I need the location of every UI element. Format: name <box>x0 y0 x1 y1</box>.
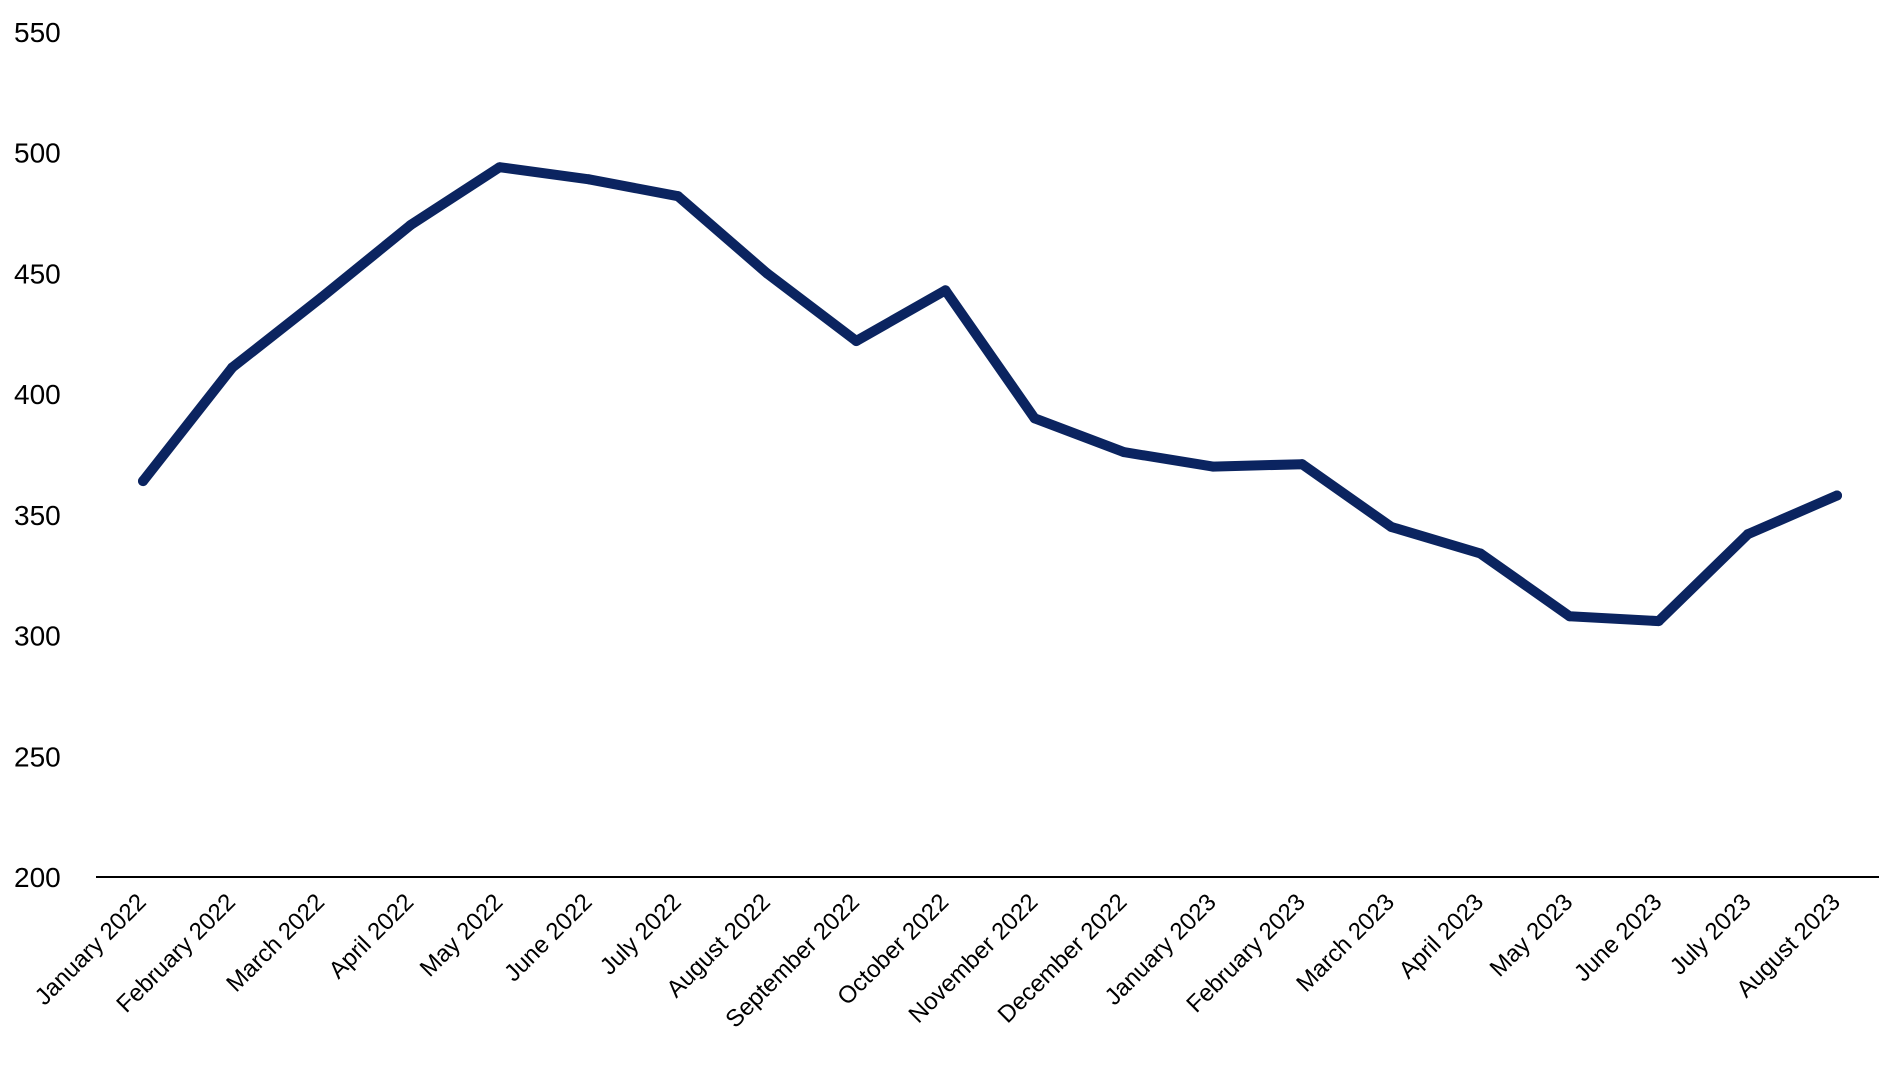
data-point-17 <box>1564 611 1575 622</box>
x-tick-label: June 2023 <box>1569 889 1667 987</box>
y-tick-label: 200 <box>14 862 61 893</box>
data-point-8 <box>762 268 773 279</box>
data-point-15 <box>1386 521 1397 532</box>
data-point-9 <box>851 336 862 347</box>
y-tick-label: 550 <box>14 17 61 48</box>
data-point-16 <box>1475 548 1486 559</box>
y-tick-label: 450 <box>14 258 61 289</box>
data-point-2 <box>227 362 238 373</box>
data-point-19 <box>1742 529 1753 540</box>
x-tick-label: July 2022 <box>595 889 687 981</box>
series-points <box>138 162 1843 627</box>
data-point-3 <box>316 292 327 303</box>
data-point-1 <box>138 476 148 487</box>
x-tick-label: July 2023 <box>1665 889 1757 981</box>
y-axis-tick-labels: 550 500 450 400 350 300 250 200 <box>14 17 61 893</box>
data-point-18 <box>1653 616 1664 627</box>
data-point-6 <box>583 174 594 185</box>
data-point-4 <box>405 220 416 231</box>
x-tick-label: June 2022 <box>499 889 597 987</box>
x-tick-label: May 2022 <box>415 889 509 983</box>
y-tick-label: 500 <box>14 138 61 169</box>
x-tick-label: May 2023 <box>1485 889 1579 983</box>
x-tick-label: April 2023 <box>1394 889 1490 985</box>
y-tick-label: 350 <box>14 500 61 531</box>
data-point-12 <box>1118 447 1129 458</box>
data-point-10 <box>940 285 951 296</box>
series-line <box>138 162 1842 627</box>
y-tick-label: 250 <box>14 741 61 772</box>
y-tick-label: 300 <box>14 621 61 652</box>
y-tick-label: 400 <box>14 379 61 410</box>
data-point-7 <box>672 191 683 202</box>
data-point-13 <box>1207 461 1218 472</box>
x-tick-label: April 2022 <box>324 889 420 985</box>
data-point-5 <box>494 162 505 173</box>
data-point-14 <box>1297 459 1308 470</box>
data-point-11 <box>1029 413 1040 424</box>
data-point-20 <box>1832 490 1843 501</box>
